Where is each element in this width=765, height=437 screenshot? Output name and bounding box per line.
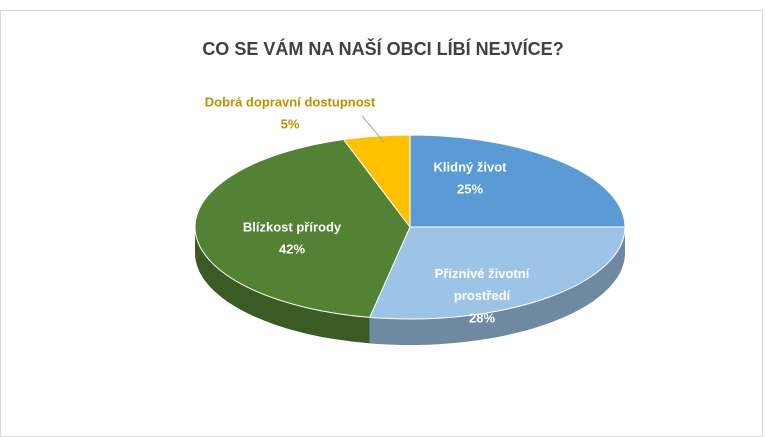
slice-value-label: 28% bbox=[469, 310, 495, 325]
slice-label: Klidný život bbox=[434, 159, 508, 174]
pie-slice bbox=[194, 138, 411, 318]
slice-label: Dobrá dopravní dostupnost bbox=[205, 94, 376, 109]
slice-value-label: 42% bbox=[279, 241, 305, 256]
leader-line bbox=[361, 115, 385, 143]
pie-slice bbox=[409, 134, 626, 228]
pie-slice bbox=[342, 134, 411, 229]
slice-label-line: prostředí bbox=[454, 288, 511, 303]
slice-label: Příznivé životní prostředí bbox=[435, 266, 530, 303]
pie-side bbox=[369, 227, 625, 345]
slice-value-label: 25% bbox=[457, 181, 483, 196]
slice-label: Blízkost přírody bbox=[243, 219, 342, 234]
slice-label-line: Příznivé životní bbox=[435, 266, 530, 281]
chart-title: CO SE VÁM NA NAŠÍ OBCI LÍBÍ NEJVÍCE? bbox=[202, 38, 563, 59]
slice-value-label: 5% bbox=[281, 116, 300, 131]
pie-slice bbox=[368, 226, 626, 320]
pie-side bbox=[195, 227, 370, 344]
